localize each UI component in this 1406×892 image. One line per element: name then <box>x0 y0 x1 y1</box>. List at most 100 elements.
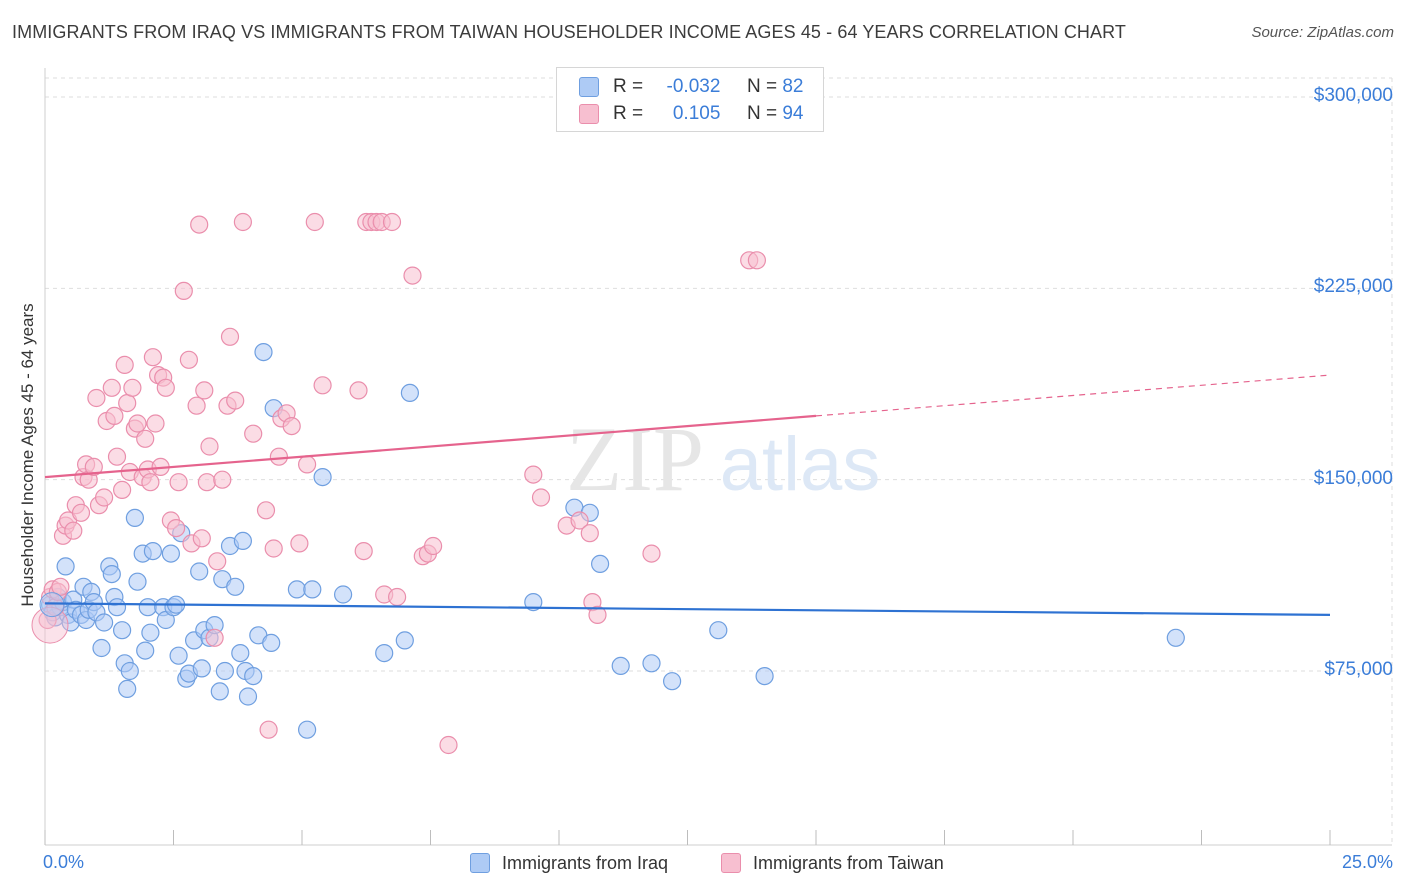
taiwan-point <box>197 473 216 492</box>
iraq-point <box>231 643 250 663</box>
taiwan-point <box>282 417 301 436</box>
taiwan-point <box>94 488 114 507</box>
taiwan-point <box>642 544 661 563</box>
legend-swatch-taiwan <box>721 853 741 873</box>
taiwan-point <box>313 376 332 395</box>
stats-legend: R = -0.032 N = 82 R = 0.105 N = 94 <box>556 67 824 132</box>
iraq-point <box>287 580 306 599</box>
taiwan-point <box>213 470 232 489</box>
taiwan-point <box>136 429 155 448</box>
taiwan-point <box>305 212 324 232</box>
taiwan-point <box>382 212 402 232</box>
watermark-zip: ZIP <box>566 408 704 510</box>
taiwan-point <box>388 587 407 607</box>
iraq-point <box>303 580 322 599</box>
legend-n-value-iraq: 82 <box>782 76 804 97</box>
taiwan-point <box>226 391 245 410</box>
taiwan-point <box>192 529 211 548</box>
taiwan-point <box>524 465 543 484</box>
iraq-point <box>244 666 263 686</box>
iraq-point <box>395 631 414 650</box>
iraq-point <box>210 682 229 701</box>
iraq-point <box>120 661 139 681</box>
iraq-point <box>128 572 147 591</box>
trend-line-iraq <box>44 602 1331 616</box>
legend-n-label: N = <box>746 76 778 97</box>
taiwan-point <box>143 348 162 367</box>
taiwan-point <box>141 473 160 492</box>
legend-n-value-taiwan: 94 <box>782 103 804 124</box>
iraq-point <box>190 562 209 581</box>
taiwan-point <box>107 447 127 466</box>
trend-lines <box>44 374 1331 616</box>
y-axis-label: Householder Income Ages 45 - 64 years <box>18 303 37 607</box>
iraq-point <box>136 641 155 660</box>
taiwan-point <box>424 536 443 556</box>
iraq-point <box>709 621 728 640</box>
chart-source: Source: ZipAtlas.com <box>1251 24 1394 41</box>
iraq-point <box>298 720 317 739</box>
taiwan-point <box>256 501 276 520</box>
y-tick-label-2: $225,000 <box>1313 276 1393 298</box>
taiwan-point <box>403 266 422 285</box>
taiwan-point <box>51 577 70 596</box>
iraq-point <box>662 672 682 691</box>
taiwan-point <box>64 521 83 540</box>
taiwan-point <box>200 437 219 456</box>
taiwan-point <box>195 381 214 400</box>
iraq-point <box>169 646 188 665</box>
iraq-point-cluster <box>39 592 65 618</box>
iraq-point <box>642 654 661 673</box>
legend-label-iraq: Immigrants from Iraq <box>502 853 669 873</box>
x-tick-max: 25.0% <box>1341 852 1393 872</box>
legend-r-label: R = <box>613 76 644 97</box>
iraq-point <box>226 577 245 596</box>
iraq-point <box>254 343 273 362</box>
legend-r-value-taiwan: 0.105 <box>672 103 721 124</box>
iraq-point <box>102 564 121 584</box>
taiwan-point <box>588 605 607 625</box>
taiwan-point <box>298 455 317 474</box>
taiwan-point <box>187 396 206 415</box>
iraq-point <box>107 598 127 617</box>
y-tick-label-3: $300,000 <box>1313 85 1393 106</box>
taiwan-point <box>349 381 368 400</box>
iraq-point <box>215 661 234 681</box>
taiwan-point <box>87 388 106 408</box>
legend-r-value-iraq: -0.032 <box>666 76 721 97</box>
taiwan-point <box>105 406 124 425</box>
taiwan-point <box>208 552 227 571</box>
taiwan-point <box>190 215 209 234</box>
taiwan-point <box>220 327 240 346</box>
taiwan-point <box>264 539 283 558</box>
legend-label-taiwan: Immigrants from Taiwan <box>753 853 944 873</box>
taiwan-point <box>156 378 175 397</box>
taiwan-point <box>244 424 263 443</box>
iraq-point <box>138 598 157 617</box>
taiwan-point <box>233 212 252 232</box>
iraq-point <box>161 544 180 563</box>
taiwan-point <box>174 281 193 300</box>
iraq-point <box>118 679 137 699</box>
taiwan-point <box>747 251 767 270</box>
iraq-point <box>56 557 75 576</box>
legend-r-label: R = <box>613 103 644 124</box>
iraq-point <box>375 643 394 663</box>
iraq-point <box>400 383 419 402</box>
taiwan-point <box>112 480 132 499</box>
taiwan-point <box>84 457 103 476</box>
iraq-point <box>141 623 160 642</box>
legend-swatch-iraq <box>579 77 599 97</box>
iraq-point <box>125 508 144 528</box>
iraq-point <box>94 613 114 632</box>
iraq-point <box>1166 628 1185 647</box>
taiwan-point <box>167 518 186 538</box>
iraq-point <box>262 633 281 653</box>
iraq-point <box>92 638 111 658</box>
taiwan-point <box>205 628 224 647</box>
taiwan-point <box>146 414 165 433</box>
taiwan-point <box>439 735 458 755</box>
taiwan-point <box>259 720 278 739</box>
taiwan-point <box>71 503 91 522</box>
